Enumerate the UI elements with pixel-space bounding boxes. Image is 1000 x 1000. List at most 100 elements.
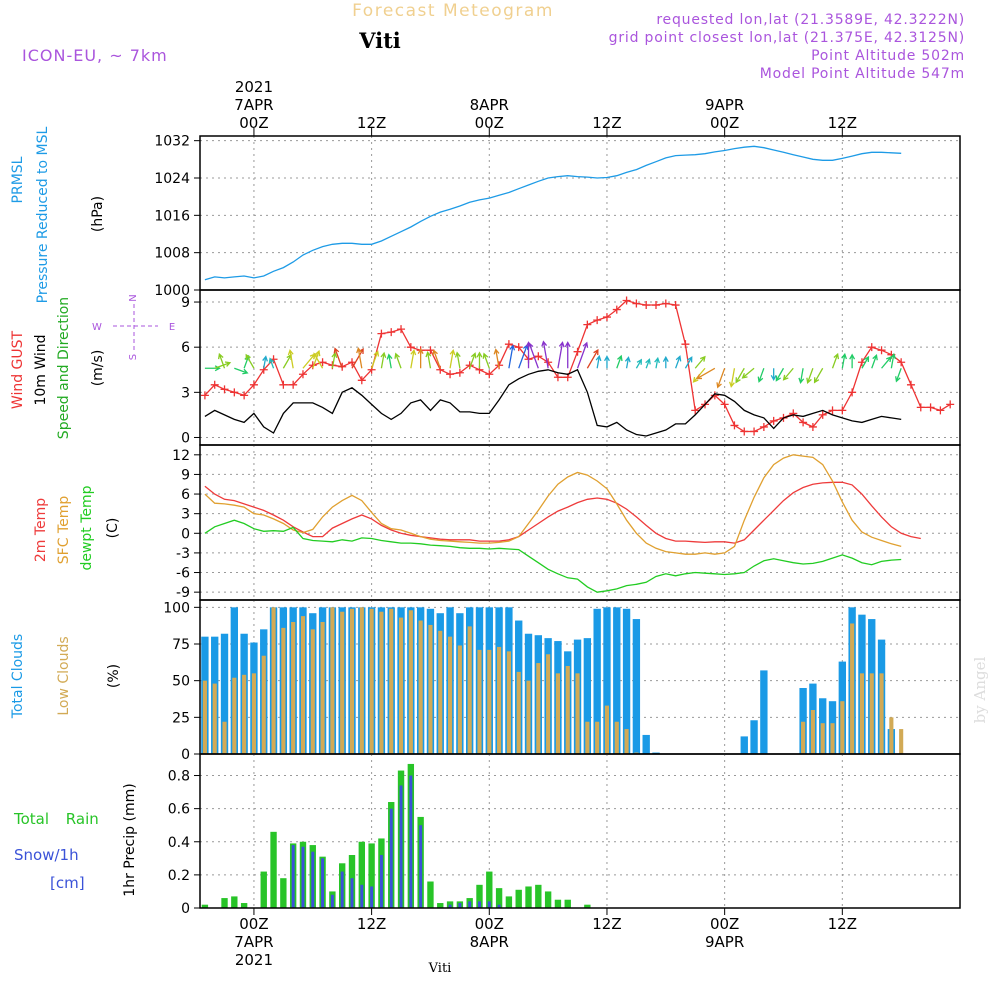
xtick-label-top: 12Z xyxy=(357,114,386,132)
pressure-unit: (hPa) xyxy=(90,196,106,232)
wind-arrow xyxy=(469,352,477,369)
wind-arrow xyxy=(268,357,275,369)
low-clouds-label: Low Clouds xyxy=(56,636,72,715)
ytick-label: 0 xyxy=(181,430,190,446)
bar-low-clouds xyxy=(889,717,894,754)
bar-low-clouds xyxy=(575,673,580,754)
bar-low-clouds xyxy=(369,608,374,754)
ytick-label: 1008 xyxy=(154,246,190,262)
bar-low-clouds xyxy=(330,607,335,754)
grid-point-coords: grid point closest lon,lat (21.375E, 42.… xyxy=(609,30,965,46)
panel-precipitation: 0 0.2 0.4 0.6 0.8 xyxy=(168,753,961,917)
wind-arrow xyxy=(782,367,794,381)
pressure-labels: PRMSL Pressure Reduced to MSL (hPa) xyxy=(10,126,106,303)
gust-marker xyxy=(318,358,327,367)
plot-layer: 100010081016102410320369-9-6-30369120255… xyxy=(154,78,961,969)
bar-low-clouds xyxy=(310,629,315,754)
ytick-label: 0 xyxy=(181,901,190,917)
bar-low-clouds xyxy=(899,729,904,754)
series-2m-temp xyxy=(204,481,921,544)
ytick-label: 6 xyxy=(181,487,190,503)
bar-low-clouds xyxy=(457,645,462,754)
bar-total-rain xyxy=(584,904,591,908)
gust-label: Wind GUST xyxy=(10,330,26,409)
gust-marker xyxy=(759,422,768,431)
bar-low-clouds xyxy=(261,655,266,754)
wind-arrow xyxy=(312,349,321,369)
bar-total-clouds xyxy=(799,688,807,754)
gust-marker xyxy=(740,427,749,436)
bar-snow-1h xyxy=(468,901,472,908)
gust-marker xyxy=(230,388,239,397)
wind-arrow xyxy=(380,351,387,369)
bar-low-clouds xyxy=(850,623,855,754)
wind-arrow xyxy=(576,341,589,369)
series-10m-wind xyxy=(204,368,902,437)
bar-low-clouds xyxy=(506,651,511,754)
bar-total-rain xyxy=(201,904,209,908)
precip-ylabel: 1hr Precip (mm) xyxy=(122,783,138,896)
wind-arrow xyxy=(386,353,393,369)
panel-wind: 0 3 6 9 xyxy=(181,289,961,446)
wind-arrow xyxy=(895,368,902,383)
compass-n: N xyxy=(128,294,139,301)
compass-e: E xyxy=(169,322,175,333)
wind-arrow xyxy=(493,348,500,369)
wind-arrow xyxy=(741,367,755,379)
bar-low-clouds xyxy=(595,721,600,754)
wind-arrow xyxy=(831,352,840,369)
ytick-label: 0.8 xyxy=(168,769,190,785)
bar-low-clouds xyxy=(291,622,296,754)
panel-frame xyxy=(199,289,961,446)
gust-marker xyxy=(612,305,621,314)
gust-marker xyxy=(426,346,435,355)
wind-arrow xyxy=(217,352,226,369)
bar-total-rain xyxy=(505,896,513,908)
bar-low-clouds xyxy=(859,673,864,754)
gust-marker xyxy=(240,391,249,400)
bar-total-clouds xyxy=(583,638,592,754)
ytick-label: -3 xyxy=(176,546,190,562)
wind-arrow xyxy=(635,358,642,369)
gust-marker xyxy=(573,347,582,356)
bar-low-clouds xyxy=(379,611,384,754)
wind-arrow xyxy=(371,350,380,369)
wind-arrow xyxy=(586,348,599,369)
panel-frame xyxy=(199,753,961,909)
bar-total-rain xyxy=(486,871,493,908)
bar-total-rain xyxy=(476,884,483,908)
gust-marker xyxy=(534,352,543,361)
date-label-top: 8APR xyxy=(470,96,509,114)
gust-marker xyxy=(681,340,690,349)
gust-marker xyxy=(818,410,827,419)
watermark: by Angel xyxy=(971,656,989,723)
ytick-label: 0 xyxy=(181,747,190,763)
ytick-label: 25 xyxy=(172,710,190,726)
bar-low-clouds xyxy=(526,680,531,754)
snow-unit-label: [cm] xyxy=(50,874,85,892)
gust-marker xyxy=(838,406,847,415)
bar-snow-1h xyxy=(478,901,481,908)
footer-location: Viti xyxy=(428,961,452,976)
gust-marker xyxy=(867,343,876,352)
gust-marker xyxy=(387,328,396,337)
gust-marker xyxy=(877,346,886,355)
date-label-bottom: 9APR xyxy=(705,933,744,951)
gust-marker xyxy=(642,301,651,310)
gust-marker xyxy=(799,418,808,427)
wind-arrow xyxy=(454,351,461,369)
bar-total-rain xyxy=(525,886,532,908)
bar-low-clouds xyxy=(418,620,423,754)
gust-marker xyxy=(857,358,866,367)
gust-marker xyxy=(220,385,229,394)
xtick-label-top: 12Z xyxy=(828,114,857,132)
ytick-label: 3 xyxy=(181,385,190,401)
wind-arrow xyxy=(729,368,736,388)
xtick-label-bottom: 12Z xyxy=(592,915,621,933)
ytick-label: 0.4 xyxy=(168,835,190,851)
bar-low-clouds xyxy=(477,649,482,754)
wind-arrow xyxy=(476,351,483,369)
bar-low-clouds xyxy=(232,677,237,754)
wind-arrow xyxy=(694,355,706,369)
wind-arrow xyxy=(432,349,441,369)
